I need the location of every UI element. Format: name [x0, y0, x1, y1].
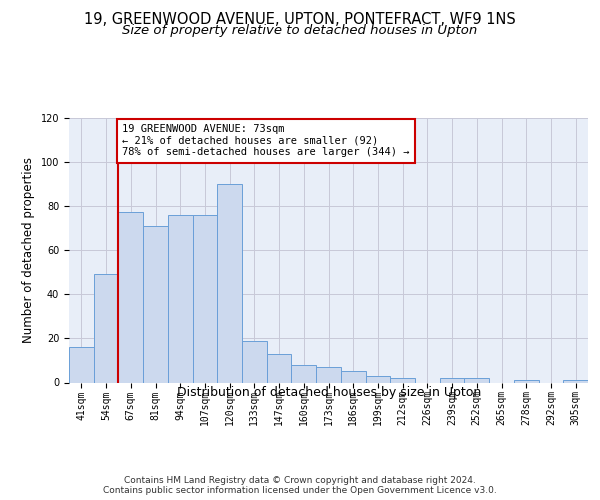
Bar	[217, 184, 242, 382]
Bar	[168, 214, 193, 382]
Bar	[193, 214, 217, 382]
Bar	[365, 376, 390, 382]
Bar	[118, 212, 143, 382]
Bar	[292, 365, 316, 382]
Text: Size of property relative to detached houses in Upton: Size of property relative to detached ho…	[122, 24, 478, 37]
Bar	[464, 378, 489, 382]
Text: Contains HM Land Registry data © Crown copyright and database right 2024.
Contai: Contains HM Land Registry data © Crown c…	[103, 476, 497, 495]
Bar	[94, 274, 118, 382]
Y-axis label: Number of detached properties: Number of detached properties	[22, 157, 35, 343]
Bar	[341, 372, 365, 382]
Bar	[267, 354, 292, 382]
Bar	[316, 367, 341, 382]
Bar	[514, 380, 539, 382]
Bar	[440, 378, 464, 382]
Bar	[242, 340, 267, 382]
Text: 19, GREENWOOD AVENUE, UPTON, PONTEFRACT, WF9 1NS: 19, GREENWOOD AVENUE, UPTON, PONTEFRACT,…	[84, 12, 516, 28]
Bar	[563, 380, 588, 382]
Text: Distribution of detached houses by size in Upton: Distribution of detached houses by size …	[176, 386, 481, 399]
Bar	[143, 226, 168, 382]
Bar	[390, 378, 415, 382]
Text: 19 GREENWOOD AVENUE: 73sqm
← 21% of detached houses are smaller (92)
78% of semi: 19 GREENWOOD AVENUE: 73sqm ← 21% of deta…	[122, 124, 410, 158]
Bar	[69, 347, 94, 382]
